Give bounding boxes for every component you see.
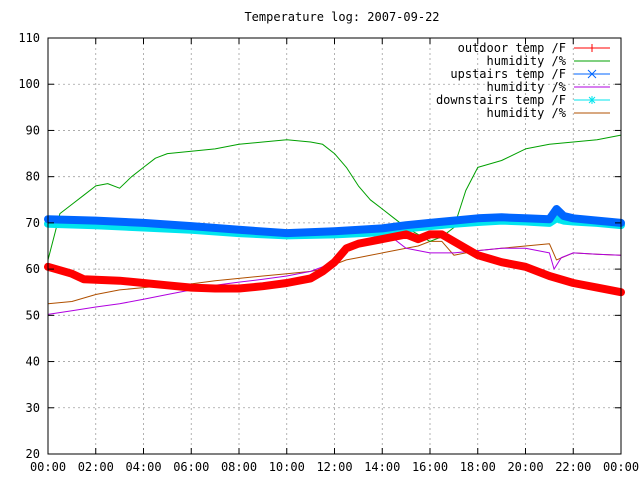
y-tick-label: 100 [18, 77, 40, 91]
legend-label: upstairs temp /F [450, 67, 566, 81]
legend-label: humidity /% [487, 106, 567, 120]
x-tick-label: 04:00 [125, 460, 161, 474]
outdoor-temp-series-line [44, 230, 625, 297]
x-tick-label: 18:00 [460, 460, 496, 474]
series-group [44, 134, 625, 315]
x-tick-label: 02:00 [78, 460, 114, 474]
x-tick-label: 10:00 [269, 460, 305, 474]
y-tick-label: 20 [26, 447, 40, 461]
humidity-1-series-line [47, 134, 622, 261]
x-tick-label: 20:00 [507, 460, 543, 474]
legend-label: outdoor temp /F [458, 41, 566, 55]
y-tick-label: 50 [26, 308, 40, 322]
y-tick-label: 60 [26, 262, 40, 276]
legend-label: downstairs temp /F [436, 93, 566, 107]
legend-label: humidity /% [487, 54, 567, 68]
x-tick-label: 16:00 [412, 460, 448, 474]
grid [48, 38, 621, 454]
y-tick-label: 30 [26, 401, 40, 415]
y-tick-label: 70 [26, 216, 40, 230]
upstairs-temp-series-line [44, 205, 625, 238]
x-tick-label: 14:00 [364, 460, 400, 474]
legend-label: humidity /% [487, 80, 567, 94]
axis-ticks: 20 30 40 50 60 70 80 90 100 110 00:00 02:00 04:00 06:… [18, 31, 639, 474]
x-marker-icon [587, 69, 597, 79]
x-tick-label: 12:00 [316, 460, 352, 474]
x-tick-label: 06:00 [173, 460, 209, 474]
x-tick-label: 00:00 [603, 460, 639, 474]
x-tick-label: 22:00 [555, 460, 591, 474]
y-tick-label: 90 [26, 123, 40, 137]
x-tick-label: 08:00 [221, 460, 257, 474]
chart-title: Temperature log: 2007-09-22 [244, 10, 439, 24]
y-tick-label: 80 [26, 170, 40, 184]
y-tick-label: 40 [26, 355, 40, 369]
plus-marker-icon [588, 44, 596, 52]
star-marker-icon [588, 96, 596, 104]
y-tick-label: 110 [18, 31, 40, 45]
x-tick-label: 00:00 [30, 460, 66, 474]
